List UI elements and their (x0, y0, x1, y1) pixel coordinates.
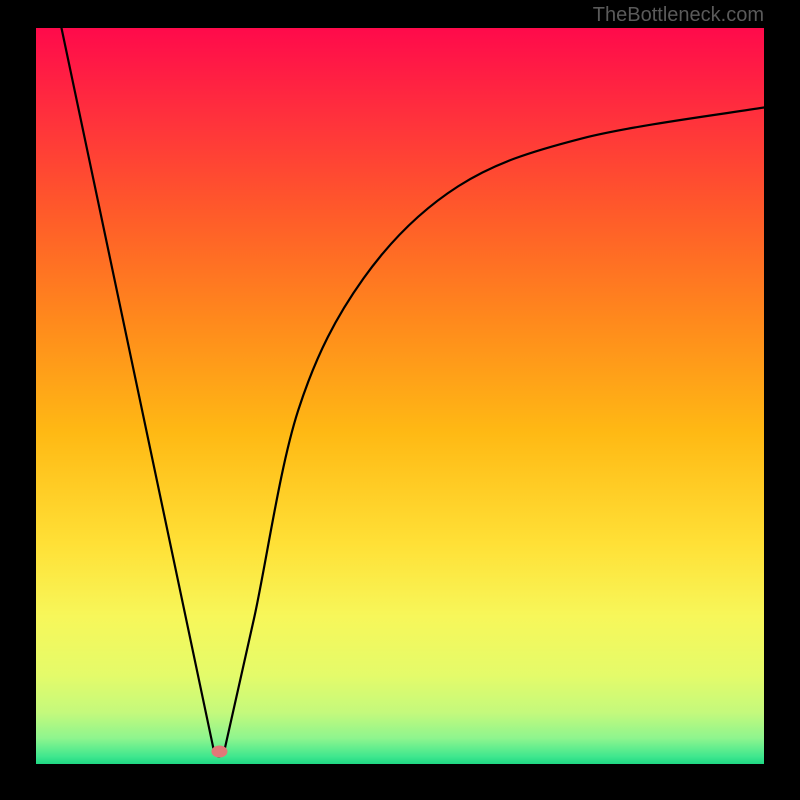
plot-background (36, 28, 764, 764)
chart-container: TheBottleneck.com (0, 0, 800, 800)
bottleneck-chart (0, 0, 800, 800)
optimum-marker (211, 745, 227, 757)
watermark-text: TheBottleneck.com (593, 4, 764, 27)
